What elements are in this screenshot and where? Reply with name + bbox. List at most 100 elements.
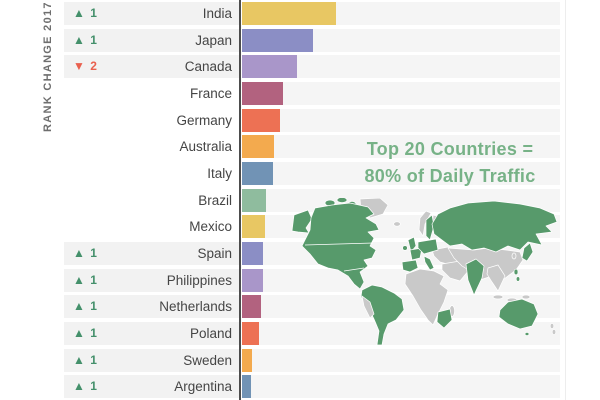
country-label: Spain bbox=[197, 246, 232, 261]
row-label-band: ▲ 1 Japan bbox=[64, 28, 240, 52]
country-label: Argentina bbox=[174, 379, 232, 395]
rank-change-up-indicator: ▲ 1 bbox=[73, 32, 98, 47]
annotation-top20: Top 20 Countries = 80% of Daily Traffic bbox=[330, 136, 570, 190]
country-label: Mexico bbox=[189, 219, 232, 235]
country-label: Netherlands bbox=[159, 299, 232, 315]
chart-row: Germany bbox=[0, 107, 600, 134]
row-label-band: ▲ 1 Argentina bbox=[64, 375, 240, 399]
map-se-asia bbox=[486, 264, 506, 292]
map-sweden bbox=[425, 214, 435, 241]
row-label-band: Brazil bbox=[64, 189, 240, 212]
bar-australia bbox=[242, 135, 274, 159]
map-iceland bbox=[393, 221, 401, 227]
map-arctic-island-2 bbox=[336, 198, 348, 203]
chart-row: ▲ 1 Argentina bbox=[0, 373, 600, 400]
rank-change-up-indicator: ▲ 1 bbox=[73, 379, 98, 394]
bar-mexico bbox=[242, 215, 265, 239]
chart-row: ▲ 1 India bbox=[0, 0, 600, 27]
world-map bbox=[291, 198, 558, 346]
country-label: Japan bbox=[195, 32, 232, 48]
chart-row: ▼ 2 Canada bbox=[0, 53, 600, 80]
row-label-band: ▲ 1 Philippines bbox=[64, 268, 240, 292]
bar-track bbox=[242, 348, 560, 372]
map-korea bbox=[511, 252, 517, 260]
row-label-band: Italy bbox=[64, 162, 240, 185]
country-label: India bbox=[202, 6, 232, 21]
chart-row: France bbox=[0, 80, 600, 107]
bar-netherlands bbox=[242, 295, 261, 319]
bar-track bbox=[242, 82, 560, 105]
bar-france bbox=[242, 82, 283, 105]
country-label: Canada bbox=[184, 59, 232, 75]
row-label-band: ▲ 1 Netherlands bbox=[64, 295, 240, 319]
annotation-line2: 80% of Daily Traffic bbox=[364, 166, 536, 186]
map-philippines-1 bbox=[513, 268, 519, 276]
country-label: Germany bbox=[176, 112, 232, 128]
row-label-band: ▲ 1 Poland bbox=[64, 322, 240, 345]
map-iberia bbox=[401, 259, 419, 273]
row-label-band: ▲ 1 Spain bbox=[64, 242, 240, 265]
row-label-band: Germany bbox=[64, 109, 240, 132]
map-new-zealand-1 bbox=[549, 323, 555, 329]
country-label: Poland bbox=[189, 326, 232, 341]
country-label: Brazil bbox=[198, 192, 232, 208]
rank-change-up-indicator: ▲ 1 bbox=[73, 299, 98, 314]
value-gridline bbox=[565, 0, 566, 400]
rank-change-down-indicator: ▼ 2 bbox=[73, 59, 98, 74]
map-philippines-2 bbox=[515, 276, 521, 282]
map-us-mexico-border bbox=[343, 267, 365, 272]
map-north-america bbox=[301, 202, 380, 290]
map-france bbox=[409, 247, 423, 261]
map-south-africa bbox=[436, 308, 453, 329]
chart-row: ▲ 1 Poland bbox=[0, 320, 600, 347]
bar-philippines bbox=[242, 268, 263, 292]
bar-spain bbox=[242, 242, 263, 265]
rank-change-up-indicator: ▲ 1 bbox=[73, 272, 98, 287]
bar-italy bbox=[242, 162, 273, 185]
map-ireland bbox=[402, 245, 408, 251]
bar-poland bbox=[242, 322, 259, 345]
map-indonesia-1 bbox=[492, 294, 504, 300]
country-label: Sweden bbox=[183, 352, 232, 368]
map-us-canada-border bbox=[304, 242, 374, 246]
bar-argentina bbox=[242, 375, 251, 399]
bar-track bbox=[242, 375, 560, 399]
country-label: France bbox=[189, 86, 232, 101]
map-alaska bbox=[291, 209, 313, 234]
country-label: Australia bbox=[179, 139, 232, 155]
map-russia bbox=[431, 200, 558, 253]
map-indonesia-3 bbox=[521, 294, 531, 300]
bar-brazil bbox=[242, 188, 266, 212]
bar-track bbox=[242, 55, 560, 79]
map-india bbox=[465, 258, 485, 296]
map-norway bbox=[418, 210, 432, 237]
bar-japan bbox=[242, 28, 313, 52]
map-africa bbox=[404, 268, 449, 326]
chart-row: Australia bbox=[0, 133, 600, 160]
bar-track bbox=[242, 162, 560, 185]
row-label-band: ▲ 1 India bbox=[64, 2, 240, 25]
chart-row: Italy bbox=[0, 160, 600, 187]
rank-change-up-indicator: ▲ 1 bbox=[73, 6, 98, 20]
bar-track bbox=[242, 135, 560, 159]
map-uk bbox=[407, 236, 417, 253]
map-south-america bbox=[360, 284, 405, 346]
category-axis-line bbox=[239, 0, 241, 400]
row-label-band: ▲ 1 Sweden bbox=[64, 348, 240, 372]
bar-canada bbox=[242, 55, 297, 79]
map-andes-west bbox=[361, 295, 375, 319]
country-label: Italy bbox=[207, 166, 232, 181]
rank-change-up-indicator: ▲ 1 bbox=[73, 246, 98, 260]
map-japan bbox=[521, 242, 534, 262]
row-label-band: ▼ 2 Canada bbox=[64, 55, 240, 79]
map-tasmania bbox=[524, 332, 530, 336]
rank-change-up-indicator: ▲ 1 bbox=[73, 326, 98, 340]
map-central-europe bbox=[417, 238, 439, 255]
rank-change-up-indicator: ▲ 1 bbox=[73, 352, 98, 367]
map-new-zealand-2 bbox=[551, 329, 557, 335]
bar-sweden bbox=[242, 348, 252, 372]
row-label-band: France bbox=[64, 82, 240, 105]
chart-row: ▲ 1 Japan bbox=[0, 27, 600, 54]
row-label-band: Australia bbox=[64, 135, 240, 158]
